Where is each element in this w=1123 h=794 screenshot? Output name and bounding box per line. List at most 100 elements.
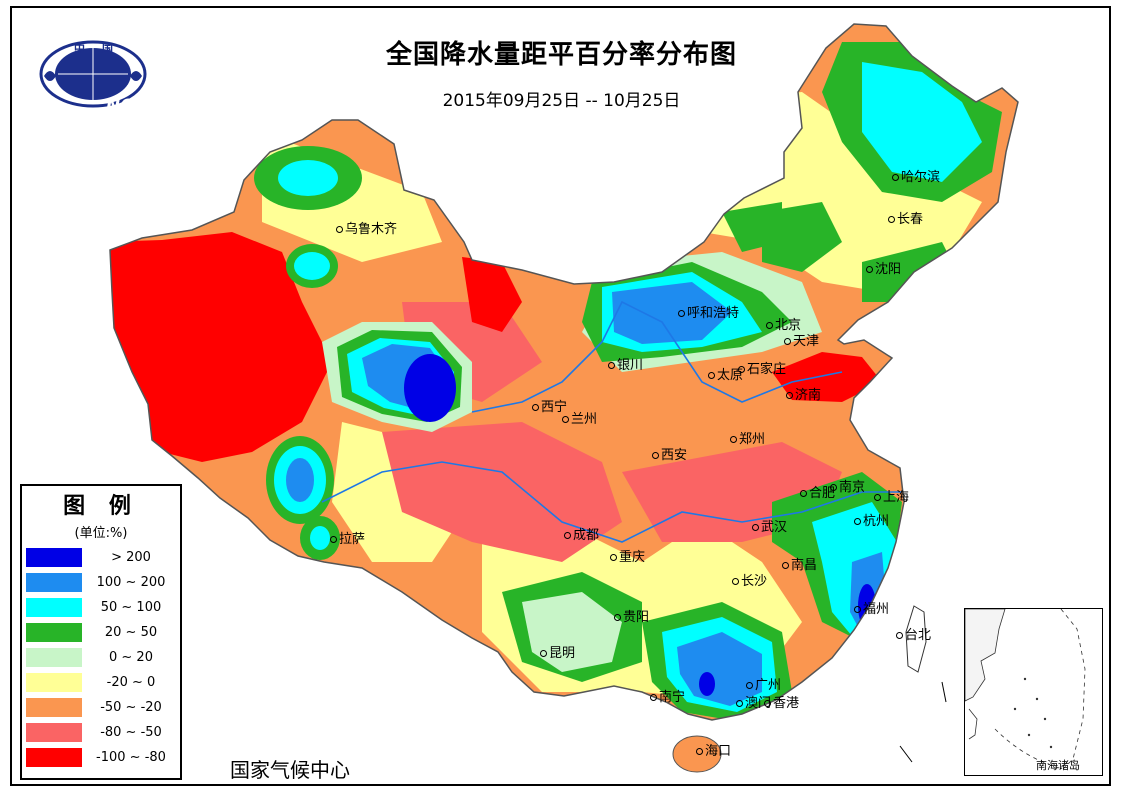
city-dot-icon — [540, 650, 547, 657]
legend-swatch — [26, 623, 82, 642]
city-label: 重庆 — [619, 550, 646, 565]
legend-row: -100 ~ -80 — [22, 746, 180, 771]
city-harbin: 哈尔滨 — [892, 166, 940, 185]
city-nanchang: 南昌 — [782, 554, 817, 573]
city-dot-icon — [608, 362, 615, 369]
legend-label: -100 ~ -80 — [96, 750, 166, 765]
map-title: 全国降水量距平百分率分布图 — [385, 40, 737, 70]
city-label: 合肥 — [809, 486, 836, 501]
yellow-river — [471, 300, 843, 413]
city-dot-icon — [730, 436, 737, 443]
city-dot-icon — [708, 372, 715, 379]
city-hongkong: 香港 — [764, 692, 799, 711]
city-shijiazhuang: 石家庄 — [738, 358, 786, 377]
city-dot-icon — [800, 490, 807, 497]
legend-unit: (单位:%) — [74, 526, 128, 541]
legend-label: > 200 — [111, 550, 151, 565]
city-chongqing: 重庆 — [610, 546, 645, 565]
south-china-sea-inset — [964, 608, 1103, 776]
city-dot-icon — [892, 174, 899, 181]
city-label: 太原 — [717, 368, 744, 383]
city-dot-icon — [610, 554, 617, 561]
city-beijing: 北京 — [766, 314, 801, 333]
city-taiyuan: 太原 — [708, 364, 743, 383]
city-urumqi: 乌鲁木齐 — [336, 218, 397, 237]
city-nanning: 南宁 — [650, 686, 685, 705]
city-hangzhou: 杭州 — [854, 510, 889, 529]
city-dot-icon — [830, 484, 837, 491]
city-tianjin: 天津 — [784, 330, 819, 349]
city-label: 南京 — [839, 480, 866, 495]
city-zhengzhou: 郑州 — [730, 428, 765, 447]
city-nanjing: 南京 — [830, 476, 865, 495]
city-label: 广州 — [755, 678, 782, 693]
city-dot-icon — [650, 694, 657, 701]
city-dot-icon — [532, 404, 539, 411]
legend-row: 100 ~ 200 — [22, 571, 180, 596]
city-label: 长沙 — [741, 574, 768, 589]
city-dot-icon — [764, 700, 771, 707]
city-label: 澳门 — [745, 696, 772, 711]
city-changsha: 长沙 — [732, 570, 767, 589]
ncc-logo: NCC 中 国 — [36, 36, 150, 116]
city-dot-icon — [652, 452, 659, 459]
legend-label: 0 ~ 20 — [109, 650, 153, 665]
city-guangzhou: 广州 — [746, 674, 781, 693]
logo-cn-right: 国 — [102, 42, 113, 55]
city-dot-icon — [678, 310, 685, 317]
legend-swatch — [26, 648, 82, 667]
city-yinchuan: 银川 — [608, 354, 643, 373]
city-label: 银川 — [617, 358, 644, 373]
city-label: 乌鲁木齐 — [345, 222, 398, 237]
legend-label: -50 ~ -20 — [100, 700, 162, 715]
city-shenyang: 沈阳 — [866, 258, 901, 277]
legend: 图 例 (单位:%) > 200 100 ~ 200 50 ~ 100 20 ~… — [20, 484, 182, 780]
city-label: 贵阳 — [623, 610, 650, 625]
credit-text: 国家气候中心 — [230, 758, 350, 782]
city-dot-icon — [562, 416, 569, 423]
city-label: 武汉 — [761, 520, 788, 535]
city-dot-icon — [896, 632, 903, 639]
city-guiyang: 贵阳 — [614, 606, 649, 625]
city-chengdu: 成都 — [564, 524, 599, 543]
yangtze-river — [321, 461, 902, 543]
city-shanghai: 上海 — [874, 486, 909, 505]
city-dot-icon — [786, 392, 793, 399]
city-jinan: 济南 — [786, 384, 821, 403]
city-dot-icon — [784, 338, 791, 345]
city-label: 石家庄 — [747, 362, 787, 377]
city-label: 北京 — [775, 318, 802, 333]
city-wuhan: 武汉 — [752, 516, 787, 535]
legend-swatch — [26, 673, 82, 692]
city-dot-icon — [614, 614, 621, 621]
city-dot-icon — [888, 216, 895, 223]
city-dot-icon — [752, 524, 759, 531]
city-hefei: 合肥 — [800, 482, 835, 501]
city-lhasa: 拉萨 — [330, 528, 365, 547]
city-label: 长春 — [897, 212, 924, 227]
city-hohhot: 呼和浩特 — [678, 302, 739, 321]
city-label: 沈阳 — [875, 262, 902, 277]
legend-row: -50 ~ -20 — [22, 696, 180, 721]
city-dot-icon — [738, 366, 745, 373]
city-label: 哈尔滨 — [901, 170, 941, 185]
city-dot-icon — [854, 606, 861, 613]
city-dot-icon — [564, 532, 571, 539]
city-dot-icon — [736, 700, 743, 707]
city-lanzhou: 兰州 — [562, 408, 597, 427]
legend-row: -80 ~ -50 — [22, 721, 180, 746]
city-label: 南宁 — [659, 690, 686, 705]
city-label: 兰州 — [571, 412, 598, 427]
city-label: 天津 — [793, 334, 820, 349]
city-dot-icon — [696, 748, 703, 755]
taiwan-outline — [905, 605, 927, 673]
city-label: 杭州 — [863, 514, 890, 529]
city-dot-icon — [746, 682, 753, 689]
city-label: 拉萨 — [339, 532, 366, 547]
city-label: 福州 — [863, 602, 890, 617]
city-haikou: 海口 — [696, 740, 731, 759]
precipitation-map — [12, 8, 1109, 784]
legend-label: 50 ~ 100 — [100, 600, 162, 615]
city-dot-icon — [854, 518, 861, 525]
city-dot-icon — [874, 494, 881, 501]
